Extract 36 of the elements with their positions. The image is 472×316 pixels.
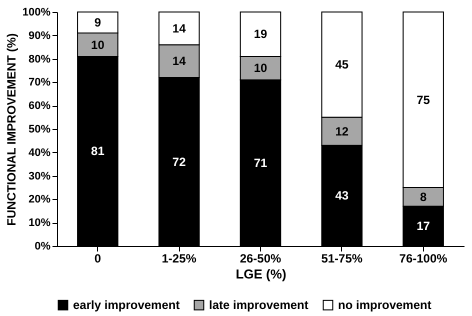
x-tick-label: 51-75%	[321, 252, 363, 266]
y-tick-label: 50%	[28, 124, 51, 136]
y-axis-title: FUNCTIONAL IMPROVEMENT (%)	[4, 33, 18, 226]
x-axis-title: LGE (%)	[236, 266, 286, 282]
y-tick-label: 70%	[28, 76, 51, 89]
data-label: 81	[91, 144, 105, 158]
data-label: 10	[91, 38, 105, 52]
legend-label: no improvement	[338, 298, 432, 312]
data-label: 75	[416, 92, 430, 107]
legend-label: late improvement	[209, 298, 308, 312]
data-label: 14	[172, 54, 186, 68]
x-tick-label: 76-100%	[399, 252, 448, 266]
data-label: 71	[254, 156, 268, 170]
x-tick-label: 26-50%	[240, 252, 282, 266]
data-label: 9	[94, 16, 102, 30]
data-label: 10	[254, 61, 268, 76]
x-tick-label: 1-25%	[162, 252, 197, 266]
x-tick-label: 0	[94, 252, 102, 266]
data-label: 17	[416, 219, 430, 234]
y-tick-label: 20%	[28, 194, 51, 206]
data-label: 43	[335, 188, 349, 203]
y-tick-label: 100%	[22, 6, 51, 18]
y-tick-label: 10%	[28, 217, 51, 230]
y-tick-label: 30%	[28, 170, 51, 182]
y-tick-label: 90%	[28, 30, 51, 42]
y-tick-label: 0%	[34, 240, 51, 252]
legend-label: early improvement	[73, 298, 180, 312]
data-label: 14	[172, 21, 186, 36]
y-tick-label: 80%	[28, 53, 51, 66]
y-tick-label: 40%	[28, 146, 51, 159]
data-label: 45	[335, 58, 349, 72]
data-label: 72	[172, 154, 186, 169]
data-label: 8	[420, 190, 427, 204]
y-tick-label: 60%	[28, 100, 51, 112]
data-label: 19	[254, 27, 268, 42]
data-label: 12	[335, 124, 349, 138]
